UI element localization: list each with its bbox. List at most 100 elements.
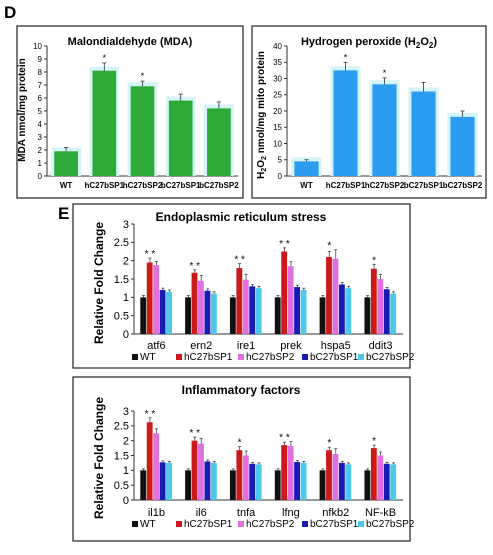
er-bar (191, 272, 198, 334)
mda-significance-mark: * (103, 53, 107, 63)
er-bar (210, 293, 217, 334)
inflam-bar (345, 464, 352, 500)
inflam-bar (140, 470, 147, 500)
er-significance-mark: * (327, 241, 331, 252)
inflam-bar (159, 462, 166, 500)
inflam-legend-label: hC27bSP1 (184, 519, 233, 530)
mda-category-label: bC27bSP1 (161, 181, 201, 190)
inflam-category-label: lfng (282, 507, 300, 519)
h2o2-bar (294, 161, 319, 176)
inflam-category-label: nfkb2 (322, 507, 349, 519)
er-bar (338, 284, 345, 334)
h2o2-category-label: bC27bSP2 (443, 181, 483, 190)
er-bar (159, 290, 166, 334)
panel-letter-d: D (4, 3, 16, 22)
h2o2-category-label: bC27bSP1 (404, 181, 444, 190)
inflam-bar (281, 445, 288, 500)
inflam-bar (185, 470, 191, 500)
er-y-tick-label: 3 (123, 219, 129, 231)
er-category-label: ire1 (237, 340, 255, 352)
inflam-bar (229, 470, 236, 500)
inflam-category-label: NF-kB (365, 507, 396, 519)
mda-bar (54, 151, 78, 176)
inflam-bar (326, 450, 332, 500)
inflam-bar (383, 463, 390, 500)
er-category-label: ddit3 (369, 340, 393, 352)
h2o2-y-tick-label: 5 (278, 156, 283, 165)
inflam-y-tick-label: 1 (123, 465, 129, 477)
inflam-y-tick-label: 2 (123, 436, 129, 448)
inflam-bar (153, 433, 160, 500)
er-bar (390, 293, 397, 334)
inflam-bar (390, 464, 397, 500)
mda-y-tick-label: 7 (38, 81, 43, 90)
mda-y-tick-label: 0 (38, 172, 43, 181)
inflam-bar (370, 448, 377, 500)
er-legend-swatch (302, 354, 308, 360)
er-y-tick-label: 2 (123, 256, 129, 268)
inflam-y-tick-label: 1.5 (114, 450, 129, 462)
er-bar (294, 287, 301, 334)
inflam-legend-swatch (132, 521, 138, 527)
h2o2-y-tick-label: 30 (273, 74, 282, 83)
inflam-y-tick-label: 0 (123, 495, 129, 507)
er-bar (236, 268, 243, 334)
er-legend-swatch (132, 354, 138, 360)
er-y-tick-label: 1.5 (114, 274, 129, 286)
mda-y-axis-label: MDA nmol/mg protein (17, 58, 28, 162)
h2o2-bar (450, 116, 475, 176)
h2o2-bar (333, 70, 358, 176)
er-bar (249, 286, 256, 334)
er-bar (370, 268, 377, 334)
er-category-label: hspa5 (321, 340, 351, 352)
inflam-y-tick-label: 2.5 (114, 421, 129, 433)
inflam-bar (146, 422, 153, 500)
er-significance-mark: * * (145, 249, 156, 260)
mda-bar (130, 86, 155, 176)
inflam-y-tick-label: 3 (123, 406, 129, 418)
mda-title: Malondialdehyde (MDA) (68, 36, 193, 48)
inflam-legend-label: bC27bSP1 (310, 519, 359, 530)
inflam-y-axis-label: Relative Fold Change (92, 397, 106, 519)
inflam-bar (249, 463, 256, 500)
h2o2-significance-mark: * (383, 68, 387, 78)
er-y-axis-label: Relative Fold Change (92, 222, 106, 344)
mda-category-label: hC27bSP1 (85, 181, 125, 190)
er-bar (281, 251, 288, 334)
inflam-legend-swatch (302, 521, 308, 527)
inflam-bar (287, 446, 294, 500)
panel-letter-e: E (58, 204, 69, 223)
inflam-legend-swatch (176, 521, 182, 527)
er-bar (146, 262, 153, 334)
inflam-bar (274, 470, 281, 500)
inflam-category-label: il1b (148, 507, 165, 519)
mda-y-tick-label: 10 (33, 42, 42, 51)
h2o2-category-label: hC27bSP1 (326, 181, 366, 190)
inflam-bar (332, 454, 339, 500)
mda-bar (92, 70, 117, 176)
er-y-tick-label: 0 (123, 329, 129, 341)
er-bar (185, 297, 191, 334)
inflam-bar (204, 461, 211, 500)
er-significance-mark: * * (234, 255, 245, 266)
h2o2-y-axis-label: H2O2 nmol/mg mito protein (256, 51, 268, 179)
inflam-bar (236, 450, 243, 500)
er-y-tick-label: 0.5 (114, 311, 129, 323)
er-bar (140, 297, 147, 334)
mda-y-tick-label: 1 (38, 159, 43, 168)
er-bar (166, 291, 172, 334)
inflam-bar (300, 462, 307, 500)
mda-category-label: bC27bSP2 (199, 181, 239, 190)
er-bar (383, 289, 390, 334)
mda-y-tick-label: 3 (38, 133, 43, 142)
er-y-tick-label: 2.5 (114, 237, 129, 249)
inflam-legend-swatch (238, 521, 244, 527)
er-bar (332, 258, 339, 334)
h2o2-y-tick-label: 40 (273, 42, 282, 51)
inflam-bar (294, 462, 301, 500)
inflam-legend-label: hC27bSP2 (246, 519, 295, 530)
er-category-label: atf6 (147, 340, 165, 352)
inflam-bar (198, 443, 204, 500)
